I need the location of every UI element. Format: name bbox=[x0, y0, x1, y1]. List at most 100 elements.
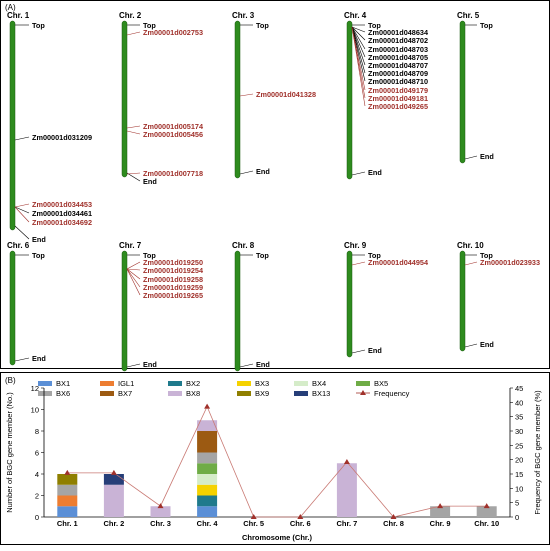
bar-segment-bx1 bbox=[197, 506, 218, 517]
legend-swatch bbox=[356, 381, 370, 386]
legend-label: BX4 bbox=[312, 379, 326, 388]
y-tick-label: 6 bbox=[35, 449, 39, 458]
legend-item-bx7: BX7 bbox=[100, 389, 132, 398]
end-label: End bbox=[368, 346, 382, 355]
y2-tick-label: 45 bbox=[515, 384, 523, 393]
end-label: End bbox=[143, 360, 157, 369]
chromosome-bar bbox=[346, 20, 353, 180]
gene-connector bbox=[126, 31, 141, 36]
legend-swatch bbox=[168, 381, 182, 386]
bar-segment-bx7 bbox=[197, 431, 218, 453]
x-tick-label: Chr. 8 bbox=[383, 519, 404, 528]
legend-triangle bbox=[360, 390, 366, 395]
gene-label: Zm00001d005456 bbox=[143, 130, 203, 139]
x-tick-label: Chr. 7 bbox=[336, 519, 357, 528]
y-tick-label: 8 bbox=[35, 427, 39, 436]
end-marker-line bbox=[126, 363, 141, 368]
chromosome-title: Chr. 9 bbox=[344, 241, 367, 250]
frequency-point bbox=[204, 403, 211, 409]
gene-label: Zm00001d048702 bbox=[368, 36, 428, 45]
legend-label: Frequency bbox=[374, 389, 410, 398]
frequency-point bbox=[390, 514, 397, 519]
chromosome-title: Chr. 6 bbox=[7, 241, 30, 250]
bar-segment-bx9 bbox=[57, 474, 78, 485]
legend-label: BX7 bbox=[118, 389, 132, 398]
top-label: Top bbox=[32, 251, 45, 260]
legend-swatch bbox=[38, 391, 52, 396]
end-label: End bbox=[143, 177, 157, 186]
legend-label: BX5 bbox=[374, 379, 388, 388]
bar-segment-bx4 bbox=[197, 474, 218, 485]
legend-swatch bbox=[38, 381, 52, 386]
bar-segment-bx5 bbox=[197, 463, 218, 474]
bar-segment-bx1 bbox=[57, 506, 78, 517]
gene-label: Zm00001d048705 bbox=[368, 53, 428, 62]
legend-label: BX6 bbox=[56, 389, 70, 398]
gene-connector bbox=[126, 125, 141, 129]
end-label: End bbox=[480, 340, 494, 349]
gene-label: Zm00001d034692 bbox=[32, 218, 92, 227]
end-label: End bbox=[480, 152, 494, 161]
gene-connector bbox=[14, 206, 30, 223]
chromosome-bar bbox=[459, 250, 466, 352]
legend-item-frequency: Frequency bbox=[356, 389, 410, 398]
legend-item-bx8: BX8 bbox=[168, 389, 200, 398]
y2-tick-label: 10 bbox=[515, 484, 523, 493]
y2-axis-title: Frequency of BGC gene member (%) bbox=[533, 390, 542, 515]
chromosome-bar bbox=[234, 20, 241, 179]
panel-b-bar-chart: BX1 IGL1 BX2 BX3 BX4 BX5 BX6 BX7 BX8 BX9 BX13 Frequ… bbox=[5, 379, 542, 542]
legend-swatch bbox=[294, 391, 308, 396]
bar-segment-bx13 bbox=[103, 474, 124, 485]
gene-connector bbox=[239, 93, 254, 97]
legend-label: BX9 bbox=[255, 389, 269, 398]
panel-b-label: (B) bbox=[5, 376, 16, 385]
chromosome-title: Chr. 5 bbox=[457, 11, 480, 20]
gene-label: Zm00001d048634 bbox=[368, 28, 429, 37]
frequency-point bbox=[343, 458, 350, 464]
chromosome-bar bbox=[9, 250, 16, 366]
gene-label: Zm00001d019265 bbox=[143, 291, 203, 300]
y2-tick-label: 30 bbox=[515, 427, 523, 436]
gene-label: Zm00001d023933 bbox=[480, 258, 540, 267]
gene-label: Zm00001d048703 bbox=[368, 45, 428, 54]
bar-segment-igl1 bbox=[57, 495, 78, 507]
frequency-point bbox=[110, 469, 117, 475]
panel-a-frame bbox=[0, 0, 550, 369]
legend-item-bx2: BX2 bbox=[168, 379, 200, 388]
x-tick-label: Chr. 2 bbox=[103, 519, 124, 528]
y2-tick-label: 40 bbox=[515, 398, 523, 407]
chromosome-title: Chr. 10 bbox=[457, 241, 484, 250]
gene-connector bbox=[126, 268, 141, 288]
top-label: Top bbox=[143, 21, 156, 30]
end-marker-line bbox=[239, 363, 254, 368]
end-marker-line bbox=[351, 171, 366, 176]
bar-segment-bx6 bbox=[197, 452, 218, 464]
gene-connector bbox=[351, 26, 366, 50]
gene-label: Zm00001d049181 bbox=[368, 94, 428, 103]
chromosome-bar bbox=[9, 20, 16, 231]
x-tick-label: Chr. 5 bbox=[243, 519, 264, 528]
legend-swatch bbox=[168, 391, 182, 396]
x-tick-label: Chr. 10 bbox=[474, 519, 499, 528]
gene-label: Zm00001d034461 bbox=[32, 209, 92, 218]
bar-segment-bx2 bbox=[197, 495, 218, 507]
y-tick-label: 0 bbox=[35, 513, 39, 522]
gene-label: Zm00001d019254 bbox=[143, 266, 204, 275]
legend-label: BX3 bbox=[255, 379, 269, 388]
top-label: Top bbox=[143, 251, 156, 260]
chromosome-bar bbox=[459, 20, 466, 164]
top-label: Top bbox=[256, 251, 269, 260]
bar-segment-bx8 bbox=[150, 506, 171, 517]
legend-item-bx5: BX5 bbox=[356, 379, 388, 388]
legend-item-bx9: BX9 bbox=[237, 389, 269, 398]
y2-tick-label: 20 bbox=[515, 456, 523, 465]
legend-swatch bbox=[237, 381, 251, 386]
